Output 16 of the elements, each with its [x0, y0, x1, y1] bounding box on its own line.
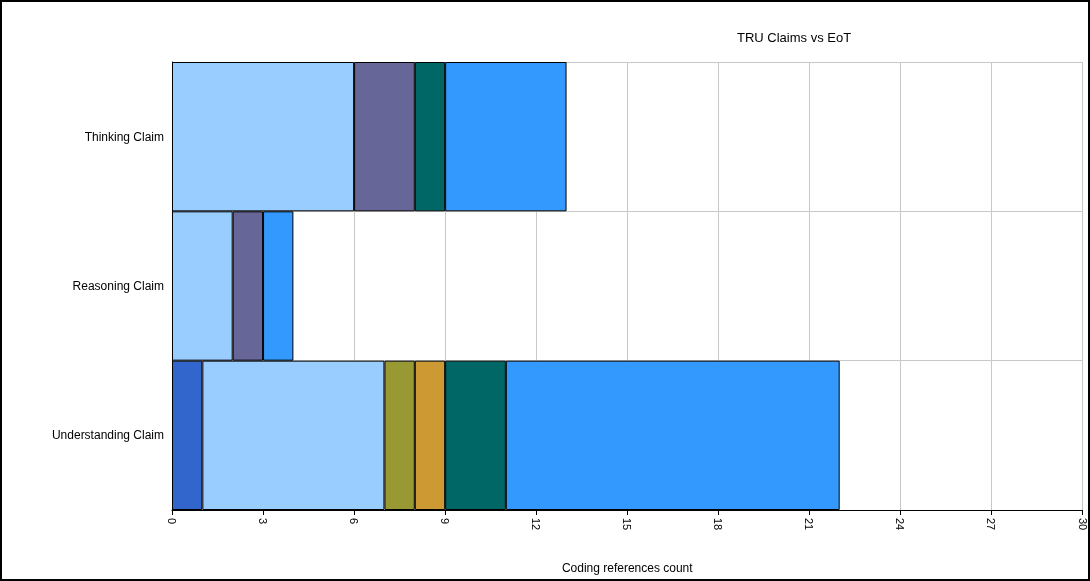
x-tick-label: 18 [712, 518, 725, 531]
x-axis-title: Coding references count [561, 561, 694, 575]
x-tick-label: 24 [894, 518, 907, 531]
y-tick-label: Understanding Claim [51, 428, 164, 443]
x-tick-label: 27 [985, 518, 998, 531]
y-tick-label: Reasoning Claim [72, 279, 164, 293]
x-tick-label: 9 [439, 518, 452, 525]
x-tick-label: 21 [803, 518, 816, 531]
chart-title: TRU Claims vs EoT [737, 30, 852, 45]
x-tick-label: 3 [257, 518, 270, 525]
x-tick-label: 6 [348, 518, 361, 525]
x-tick-label: 30 [1076, 518, 1089, 531]
y-tick-label: Thinking Claim [84, 129, 164, 144]
x-tick-label: 0 [166, 518, 178, 525]
x-tick-label: 15 [621, 518, 634, 531]
x-tick-label: 12 [530, 518, 543, 531]
